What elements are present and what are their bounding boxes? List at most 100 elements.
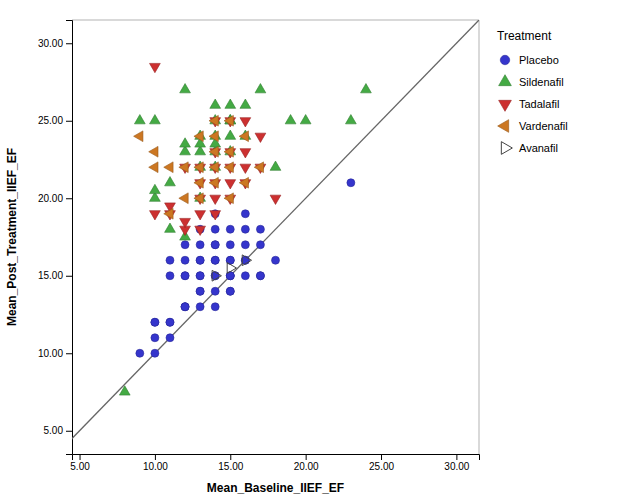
y-tick-label: 20.00 [38, 193, 63, 204]
legend-symbol [501, 142, 512, 155]
point [134, 115, 145, 124]
point [211, 287, 219, 295]
point [225, 180, 236, 189]
x-tick-label: 25.00 [369, 461, 394, 472]
series [134, 115, 264, 219]
point [149, 162, 158, 173]
point [180, 218, 191, 227]
point [224, 115, 233, 126]
point [224, 193, 233, 204]
point [150, 63, 161, 72]
point [150, 184, 161, 193]
y-axis-line [66, 21, 73, 455]
x-tick-label: 5.00 [70, 461, 90, 472]
point [181, 272, 189, 280]
legend-title: Treatment [497, 29, 552, 43]
point [181, 303, 189, 311]
point [136, 349, 144, 357]
x-tick-label: 30.00 [444, 461, 469, 472]
diagonal-line [72, 20, 479, 454]
point [194, 131, 203, 142]
point [134, 131, 143, 142]
point [224, 162, 233, 173]
y-tick-mark [66, 431, 72, 432]
y-tick-label: 5.00 [44, 425, 64, 436]
point [195, 226, 206, 235]
legend-label: Avanafil [519, 142, 558, 154]
point [210, 99, 221, 108]
point [166, 334, 174, 342]
point [151, 334, 159, 342]
point [226, 287, 234, 295]
point [166, 318, 174, 326]
legend: Treatment Placebo Sildenafil Tadalafil Varde… [497, 29, 568, 155]
point [212, 270, 221, 281]
point [150, 211, 161, 220]
point [226, 241, 234, 249]
legend-item: Avanafil [501, 142, 558, 155]
point [345, 115, 356, 124]
point [241, 210, 249, 218]
x-tick: 10.00 [143, 454, 168, 472]
point [194, 177, 203, 188]
legend-item: Tadalafil [499, 98, 560, 111]
point [181, 256, 189, 264]
plot-area [72, 20, 479, 454]
legend-item: Sildenafil [499, 75, 564, 88]
legend-symbol [499, 75, 512, 86]
legend-label: Placebo [519, 54, 559, 66]
point [270, 161, 281, 170]
point [209, 177, 218, 188]
point [151, 318, 159, 326]
point [195, 211, 206, 220]
x-tick: 20.00 [294, 454, 319, 472]
point [164, 208, 173, 219]
x-tick-label: 20.00 [294, 461, 319, 472]
x-tick: 25.00 [369, 454, 394, 472]
legend-symbol [499, 100, 512, 111]
point [179, 193, 188, 204]
y-axis: 5.0010.0015.0020.0025.0030.00 [38, 21, 73, 455]
point [211, 256, 219, 264]
series [150, 63, 281, 235]
point [285, 115, 296, 124]
point [196, 272, 204, 280]
point [241, 241, 249, 249]
x-tick-mark [230, 454, 231, 460]
y-tick-mark [66, 353, 72, 354]
point [209, 146, 218, 157]
legend-symbol [498, 120, 509, 133]
point [209, 115, 218, 126]
legend-label: Sildenafil [519, 76, 564, 88]
x-tick-mark [80, 454, 81, 460]
x-tick-label: 15.00 [218, 461, 243, 472]
point [256, 272, 264, 280]
y-tick-label: 15.00 [38, 270, 63, 281]
point [239, 177, 248, 188]
point [226, 225, 234, 233]
point [119, 386, 130, 395]
point [196, 256, 204, 264]
y-tick: 5.00 [44, 425, 72, 436]
point [181, 303, 189, 311]
point [227, 263, 236, 274]
point [226, 287, 234, 295]
plot-frame [72, 20, 479, 454]
y-tick: 25.00 [38, 115, 72, 126]
point [209, 131, 218, 142]
x-tick-mark [155, 454, 156, 460]
y-tick-label: 30.00 [38, 38, 63, 49]
y-axis-title: Mean_Post_Treatment_IIEF_EF [5, 148, 19, 326]
x-tick: 5.00 [70, 454, 90, 472]
point [239, 131, 248, 142]
point [151, 318, 159, 326]
chart: 5.0010.0015.0020.0025.0030.005.0010.0015… [0, 0, 629, 504]
point [272, 256, 280, 264]
point [256, 241, 264, 249]
y-tick: 15.00 [38, 270, 72, 281]
point [194, 193, 203, 204]
point [166, 318, 174, 326]
point [164, 162, 173, 173]
point [196, 287, 204, 295]
legend-label: Vardenafil [519, 120, 568, 132]
